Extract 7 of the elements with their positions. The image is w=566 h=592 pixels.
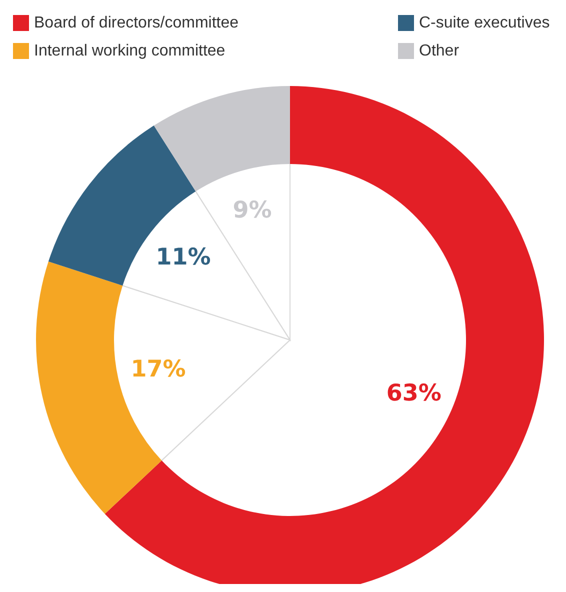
legend-label: Board of directors/committee <box>34 14 239 32</box>
data-label: 63% <box>386 380 442 407</box>
legend-label: C-suite executives <box>419 14 550 32</box>
data-label: 17% <box>130 356 186 382</box>
legend-label: Internal working committee <box>34 42 226 60</box>
data-label: 11% <box>156 244 211 270</box>
legend-label: Other <box>419 42 460 60</box>
